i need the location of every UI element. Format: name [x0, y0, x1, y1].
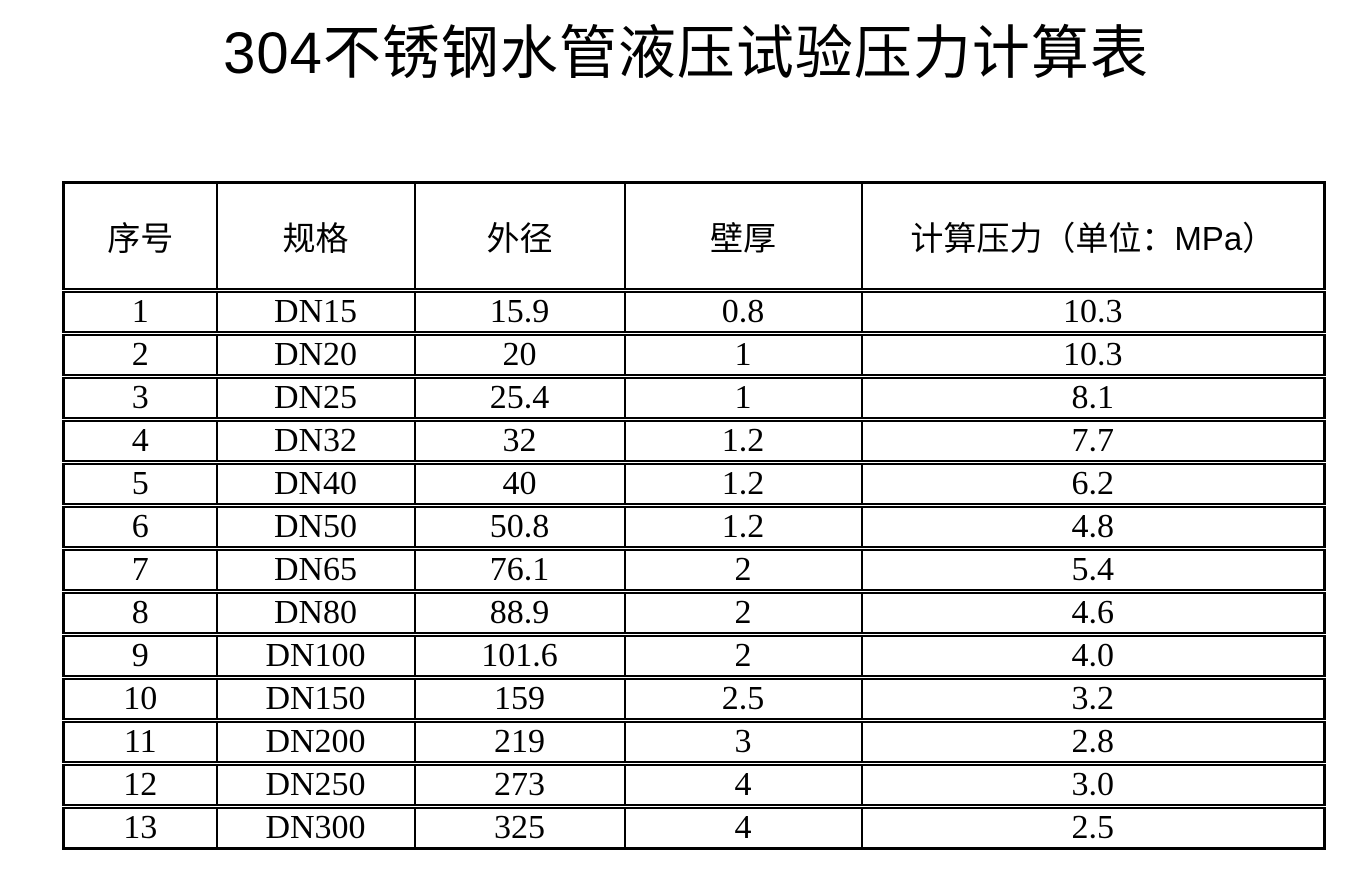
- table-cell: 11: [62, 720, 218, 766]
- table-cell: 10.3: [860, 290, 1326, 336]
- table-row: 7 DN65 76.1 2 5.4: [62, 548, 1326, 594]
- table-cell: 3: [623, 720, 863, 766]
- table-cell: 2: [623, 591, 863, 637]
- table-cell: 2.5: [860, 806, 1326, 849]
- table-cell: 7.7: [860, 419, 1326, 465]
- table-cell: 1: [623, 376, 863, 422]
- table-cell: 8.1: [860, 376, 1326, 422]
- table-cell: 12: [62, 763, 218, 809]
- table-cell: 7: [62, 548, 218, 594]
- table-cell: 2: [623, 634, 863, 680]
- table-cell: 15.9: [413, 290, 626, 336]
- table-cell: DN25: [215, 376, 416, 422]
- table-cell: DN300: [215, 806, 416, 849]
- header-row: 序号 规格 外径 壁厚 计算压力（单位：MPa）: [62, 182, 1326, 293]
- table-cell: 1: [623, 333, 863, 379]
- table-cell: 5: [62, 462, 218, 508]
- table-cell: 40: [413, 462, 626, 508]
- table-row: 9 DN100 101.6 2 4.0: [62, 634, 1326, 680]
- table-cell: 1.2: [623, 505, 863, 551]
- table-cell: DN150: [215, 677, 416, 723]
- table-cell: 88.9: [413, 591, 626, 637]
- table-cell: 9: [62, 634, 218, 680]
- table-row: 5 DN40 40 1.2 6.2: [62, 462, 1326, 508]
- table-cell: DN65: [215, 548, 416, 594]
- table-cell: DN100: [215, 634, 416, 680]
- table-cell: 4.6: [860, 591, 1326, 637]
- table-cell: 4: [62, 419, 218, 465]
- table-row: 8 DN80 88.9 2 4.6: [62, 591, 1326, 637]
- table-row: 3 DN25 25.4 1 8.1: [62, 376, 1326, 422]
- table-row: 10 DN150 159 2.5 3.2: [62, 677, 1326, 723]
- table-cell: 10.3: [860, 333, 1326, 379]
- table-cell: 1: [62, 290, 218, 336]
- col-header-wall-thickness: 壁厚: [623, 182, 863, 293]
- table-cell: DN200: [215, 720, 416, 766]
- table-cell: DN250: [215, 763, 416, 809]
- table-cell: DN20: [215, 333, 416, 379]
- table-cell: 50.8: [413, 505, 626, 551]
- table-cell: 2.5: [623, 677, 863, 723]
- page-title: 304不锈钢水管液压试验压力计算表: [223, 21, 1149, 86]
- table-cell: 10: [62, 677, 218, 723]
- table-cell: DN40: [215, 462, 416, 508]
- table-row: 12 DN250 273 4 3.0: [62, 763, 1326, 809]
- table-cell: 159: [413, 677, 626, 723]
- table-cell: 2.8: [860, 720, 1326, 766]
- table-cell: 0.8: [623, 290, 863, 336]
- table-cell: DN32: [215, 419, 416, 465]
- table-cell: 13: [62, 806, 218, 849]
- table-cell: DN80: [215, 591, 416, 637]
- table-cell: 4: [623, 806, 863, 849]
- pressure-table: 序号 规格 外径 壁厚 计算压力（单位：MPa） 1 DN15 15.9 0.8 10.…: [62, 181, 1326, 850]
- table-cell: 325: [413, 806, 626, 849]
- table-cell: DN50: [215, 505, 416, 551]
- table-cell: 2: [62, 333, 218, 379]
- table-cell: 273: [413, 763, 626, 809]
- table-cell: 5.4: [860, 548, 1326, 594]
- table-cell: 6: [62, 505, 218, 551]
- table-cell: 3.2: [860, 677, 1326, 723]
- table-cell: 4.8: [860, 505, 1326, 551]
- table-cell: 20: [413, 333, 626, 379]
- table-cell: 32: [413, 419, 626, 465]
- table-row: 2 DN20 20 1 10.3: [62, 333, 1326, 379]
- table-cell: 76.1: [413, 548, 626, 594]
- col-header-index: 序号: [62, 182, 218, 293]
- table-cell: 1.2: [623, 419, 863, 465]
- table-row: 6 DN50 50.8 1.2 4.8: [62, 505, 1326, 551]
- table-cell: 25.4: [413, 376, 626, 422]
- col-header-calculated-pressure: 计算压力（单位：MPa）: [860, 182, 1326, 293]
- table-cell: 2: [623, 548, 863, 594]
- col-header-spec: 规格: [215, 182, 416, 293]
- table-row: 4 DN32 32 1.2 7.7: [62, 419, 1326, 465]
- table-cell: 1.2: [623, 462, 863, 508]
- table-cell: 219: [413, 720, 626, 766]
- table-body: 1 DN15 15.9 0.8 10.3 2 DN20 20 1 10.3 3 DN25 25.4 1 8.…: [62, 290, 1326, 849]
- table-cell: 3.0: [860, 763, 1326, 809]
- table-cell: 101.6: [413, 634, 626, 680]
- table-row: 13 DN300 325 4 2.5: [62, 806, 1326, 849]
- table-cell: 8: [62, 591, 218, 637]
- table-row: 11 DN200 219 3 2.8: [62, 720, 1326, 766]
- table-cell: 4.0: [860, 634, 1326, 680]
- table-cell: 6.2: [860, 462, 1326, 508]
- table-row: 1 DN15 15.9 0.8 10.3: [62, 290, 1326, 336]
- table-cell: DN15: [215, 290, 416, 336]
- table-cell: 3: [62, 376, 218, 422]
- table-cell: 4: [623, 763, 863, 809]
- col-header-outer-diameter: 外径: [413, 182, 626, 293]
